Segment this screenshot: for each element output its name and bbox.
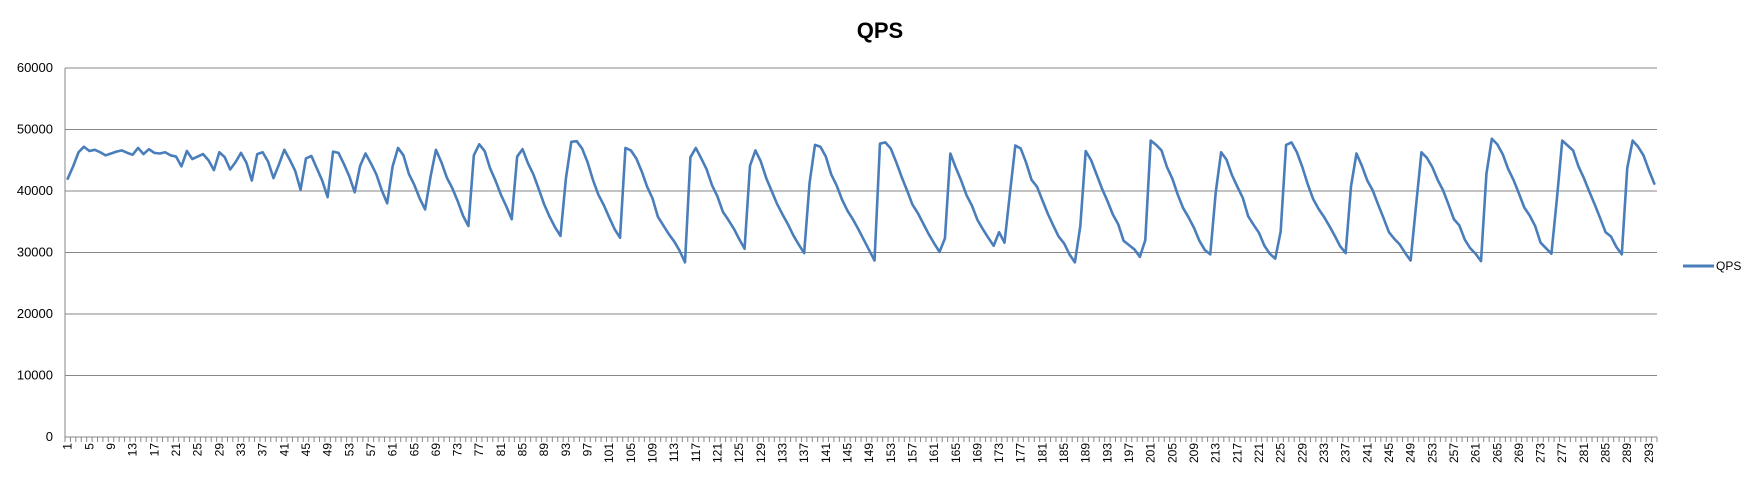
series-group (66, 137, 1656, 264)
x-tick-label: 265 (1490, 443, 1504, 463)
x-tick-label: 289 (1620, 443, 1634, 463)
x-tick-label: 17 (147, 443, 161, 457)
x-tick-label: 281 (1577, 443, 1591, 463)
x-tick-label: 185 (1057, 443, 1071, 463)
x-tick-label: 205 (1165, 443, 1179, 463)
x-tick-label: 141 (819, 443, 833, 463)
series-line-qps (66, 137, 1656, 264)
x-tick-label: 49 (321, 443, 335, 457)
x-tick-label: 217 (1230, 443, 1244, 463)
x-tick-label: 9 (104, 443, 118, 450)
x-tick-label: 277 (1555, 443, 1569, 463)
x-tick-label: 81 (494, 443, 508, 457)
x-tick-label: 25 (191, 443, 205, 457)
legend: QPS (1683, 259, 1741, 273)
x-tick-label: 285 (1599, 443, 1613, 463)
x-tick-label: 269 (1512, 443, 1526, 463)
legend-label-qps: QPS (1716, 259, 1741, 273)
x-tick-label: 85 (516, 443, 530, 457)
x-tick-label: 133 (775, 443, 789, 463)
x-tick-label: 89 (537, 443, 551, 457)
x-tick-label: 209 (1187, 443, 1201, 463)
x-tick-label: 145 (840, 443, 854, 463)
x-tick-label: 161 (927, 443, 941, 463)
chart-title: QPS (857, 18, 903, 43)
x-tick-label: 65 (407, 443, 421, 457)
x-tick-label: 105 (624, 443, 638, 463)
x-tick-label: 101 (602, 443, 616, 463)
x-tick-label: 77 (472, 443, 486, 457)
x-tick-label: 113 (667, 443, 681, 462)
x-tick-label: 241 (1360, 443, 1374, 463)
x-tick-label: 61 (386, 443, 400, 457)
y-tick-label: 50000 (17, 122, 53, 137)
x-tick-label: 69 (429, 443, 443, 457)
x-tick-label: 181 (1035, 443, 1049, 463)
gridlines (65, 67, 1657, 376)
x-tick-label: 293 (1642, 443, 1656, 463)
y-tick-label: 60000 (17, 60, 53, 75)
x-tick-label: 97 (581, 443, 595, 457)
x-tick-label: 177 (1014, 443, 1028, 463)
x-tick-label: 13 (126, 443, 140, 457)
x-tick-label: 57 (364, 443, 378, 457)
x-tick-label: 129 (754, 443, 768, 463)
x-tick-label: 273 (1534, 443, 1548, 463)
x-tick-label: 173 (992, 443, 1006, 463)
y-tick-label: 0 (46, 429, 53, 444)
x-tick-label: 45 (299, 443, 313, 457)
x-tick-label: 261 (1469, 443, 1483, 463)
y-tick-label: 40000 (17, 183, 53, 198)
x-tick-label: 41 (277, 443, 291, 457)
x-tick-label: 257 (1447, 443, 1461, 463)
x-tick-label: 165 (949, 443, 963, 463)
x-tick-label: 169 (970, 443, 984, 463)
x-tick-label: 245 (1382, 443, 1396, 463)
x-tick-label: 253 (1425, 443, 1439, 463)
x-tick-label: 109 (646, 443, 660, 463)
x-tick-label: 53 (342, 443, 356, 457)
x-tick-label: 21 (169, 443, 183, 457)
x-tick-label: 249 (1404, 443, 1418, 463)
y-axis: 0 10000 20000 30000 40000 50000 60000 (17, 60, 66, 444)
x-tick-label: 229 (1295, 443, 1309, 463)
x-tick-label: 121 (711, 443, 725, 463)
x-tick-label: 33 (234, 443, 248, 457)
x-tick-label: 1 (61, 443, 75, 450)
y-tick-label: 10000 (17, 368, 53, 383)
y-tick-label: 20000 (17, 306, 53, 321)
x-tick-label: 153 (884, 443, 898, 463)
x-tick-label: 213 (1209, 443, 1223, 463)
x-tick-label: 237 (1339, 443, 1353, 463)
y-tick-label: 30000 (17, 245, 53, 260)
x-tick-label: 125 (732, 443, 746, 463)
x-tick-label: 93 (559, 443, 573, 457)
x-tick-label: 37 (256, 443, 270, 457)
x-tick-label: 149 (862, 443, 876, 463)
x-tick-label: 157 (905, 443, 919, 463)
x-tick-label: 29 (212, 443, 226, 457)
x-tick-label: 193 (1100, 443, 1114, 463)
x-tick-label: 5 (82, 443, 96, 450)
x-tick-label: 137 (797, 443, 811, 463)
x-tick-label: 117 (689, 443, 703, 462)
x-tick-label: 225 (1274, 443, 1288, 463)
x-tick-label: 73 (451, 443, 465, 457)
x-tick-label: 197 (1122, 443, 1136, 463)
x-tick-label: 201 (1144, 443, 1158, 463)
x-tick-label: 233 (1317, 443, 1331, 463)
x-tick-label: 189 (1079, 443, 1093, 463)
x-tick-label: 221 (1252, 443, 1266, 463)
x-axis: 1 5 9 13 17 21 25 29 33 37 41 45 49 53 57 61 65 69 73 77 81 8… (61, 436, 1658, 463)
